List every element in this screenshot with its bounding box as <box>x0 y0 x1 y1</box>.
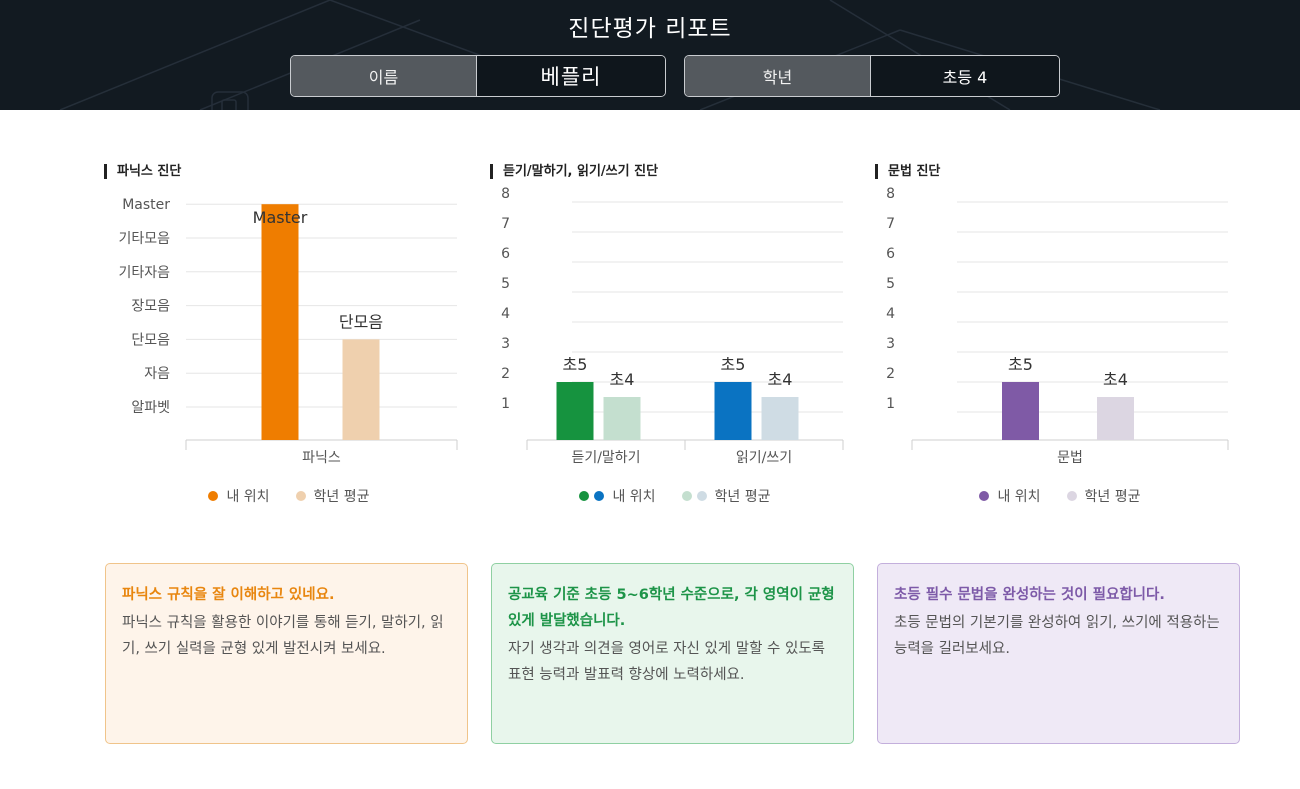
phonics-legend: 내 위치 학년 평균 <box>104 486 474 506</box>
y-tick-label: 자음 <box>144 366 170 382</box>
y-tick-label: 1 <box>886 396 895 412</box>
grammar-panel-title: 문법 진단 <box>875 164 940 179</box>
bar-data-label: 단모음 <box>339 312 383 331</box>
bar-data-label: 초5 <box>563 355 588 374</box>
bar-grade-average <box>761 397 799 440</box>
y-tick-label: 기타모음 <box>118 231 170 247</box>
grade-label: 학년 <box>685 56 871 96</box>
legend-label: 학년 평균 <box>313 489 370 505</box>
y-tick-label: 8 <box>501 186 510 202</box>
bar-data-label: 초5 <box>721 355 746 374</box>
y-tick-label: 6 <box>886 246 895 262</box>
grammar-chart: 1 2 3 4 5 6 7 8 초5 초4 문법 <box>886 186 1229 466</box>
bar-data-label: Master <box>253 208 308 227</box>
skills-legend: 내 위치 학년 평균 <box>490 486 860 506</box>
y-tick-label: 6 <box>501 246 510 262</box>
y-tick-label: 알파벳 <box>131 400 170 416</box>
grammar-legend: 내 위치 학년 평균 <box>875 486 1245 506</box>
bar-data-label: 초5 <box>1008 355 1033 374</box>
legend-label: 학년 평균 <box>1084 489 1141 505</box>
bar-grade-average <box>603 397 641 440</box>
y-tick-label: 기타자음 <box>118 265 170 281</box>
y-tick-label: 7 <box>501 216 510 232</box>
grammar-feedback-box: 초등 필수 문법을 완성하는 것이 필요합니다. 초등 문법의 기본기를 완성하… <box>877 563 1240 744</box>
bar-my-position <box>1002 382 1039 440</box>
y-tick-label: 1 <box>501 396 510 412</box>
skills-feedback-body: 자기 생각과 의견을 영어로 자신 있게 말할 수 있도록 표현 능력과 발표력… <box>508 641 826 683</box>
bar-grade-average <box>342 339 380 440</box>
x-tick-label: 듣기/말하기 <box>571 450 640 466</box>
report-title: 진단평가 리포트 <box>568 16 732 42</box>
orange-dot-icon <box>208 491 219 501</box>
y-tick-label: 단모음 <box>131 332 170 348</box>
lilac-dot-icon <box>1066 491 1077 501</box>
skills-feedback-box: 공교육 기준 초등 5~6학년 수준으로, 각 영역이 균형 있게 발달했습니다… <box>491 563 854 744</box>
student-grade-box: 학년 초등 4 <box>684 55 1060 97</box>
skills-panel-title: 듣기/말하기, 읽기/쓰기 진단 <box>490 164 658 179</box>
grammar-feedback-title: 초등 필수 문법을 완성하는 것이 필요합니다. <box>894 587 1165 603</box>
x-tick-label: 읽기/쓰기 <box>736 450 792 466</box>
y-tick-label: 5 <box>501 276 510 292</box>
legend-grade-average: 학년 평균 <box>1066 486 1141 506</box>
y-tick-label: 4 <box>501 306 510 322</box>
phonics-feedback-box: 파닉스 규칙을 잘 이해하고 있네요. 파닉스 규칙을 활용한 이야기를 통해 … <box>105 563 468 744</box>
legend-grade-average: 학년 평균 <box>681 486 771 506</box>
y-tick-label: 7 <box>886 216 895 232</box>
y-tick-label: 3 <box>501 336 510 352</box>
beige-dot-icon <box>295 491 306 501</box>
legend-grade-average: 학년 평균 <box>295 486 370 506</box>
legend-my-position: 내 위치 <box>979 486 1041 506</box>
bar-my-position <box>556 382 594 440</box>
skills-feedback-title: 공교육 기준 초등 5~6학년 수준으로, 각 영역이 균형 있게 발달했습니다… <box>508 587 835 629</box>
phonics-feedback-body: 파닉스 규칙을 활용한 이야기를 통해 듣기, 말하기, 읽기, 쓰기 실력을 … <box>122 615 444 657</box>
phonics-panel-title: 파닉스 진단 <box>104 164 181 179</box>
legend-label: 학년 평균 <box>714 489 771 505</box>
bar-data-label: 초4 <box>768 370 793 389</box>
bar-data-label: 초4 <box>610 370 635 389</box>
grammar-feedback-body: 초등 문법의 기본기를 완성하여 읽기, 쓰기에 적용하는 능력을 길러보세요. <box>894 615 1220 657</box>
x-tick-label: 파닉스 <box>302 450 341 466</box>
bar-my-position <box>261 204 299 440</box>
legend-label: 내 위치 <box>997 489 1041 505</box>
bar-my-position <box>714 382 752 440</box>
y-tick-label: 장모음 <box>131 299 170 315</box>
legend-label: 내 위치 <box>226 489 270 505</box>
legend-my-position: 내 위치 <box>208 486 270 506</box>
y-tick-label: 8 <box>886 186 895 202</box>
skills-chart: 1 2 3 4 5 6 7 8 초5 초4 듣기/말하기 초5 초4 읽기/쓰기 <box>501 186 844 466</box>
y-tick-label: 3 <box>886 336 895 352</box>
student-name-box: 이름 베플리 <box>290 55 666 97</box>
purple-dot-icon <box>979 491 990 501</box>
green-blue-dots-icon <box>579 491 605 501</box>
name-value: 베플리 <box>477 56 665 96</box>
legend-my-position: 내 위치 <box>579 486 656 506</box>
y-tick-label: 2 <box>886 366 895 382</box>
grammar-panel: 1 2 3 4 5 6 7 8 초5 초4 문법 문법 진단 내 위치 학년 평균 <box>875 160 1245 520</box>
y-tick-label: 2 <box>501 366 510 382</box>
legend-label: 내 위치 <box>612 489 656 505</box>
x-tick-label: 문법 <box>1057 450 1083 466</box>
name-label: 이름 <box>291 56 477 96</box>
y-tick-label: 5 <box>886 276 895 292</box>
report-header: 진단평가 리포트 이름 베플리 학년 초등 4 <box>0 0 1300 110</box>
pale-dots-icon <box>681 491 707 501</box>
grade-value: 초등 4 <box>871 56 1059 96</box>
y-tick-label: 4 <box>886 306 895 322</box>
bar-grade-average <box>1097 397 1134 440</box>
phonics-feedback-title: 파닉스 규칙을 잘 이해하고 있네요. <box>122 587 335 603</box>
skills-panel: 1 2 3 4 5 6 7 8 초5 초4 듣기/말하기 초5 초4 읽기/쓰기 듣기/말하기, 읽기/쓰… <box>490 160 860 520</box>
bar-data-label: 초4 <box>1103 370 1128 389</box>
y-tick-label: Master <box>122 197 170 213</box>
